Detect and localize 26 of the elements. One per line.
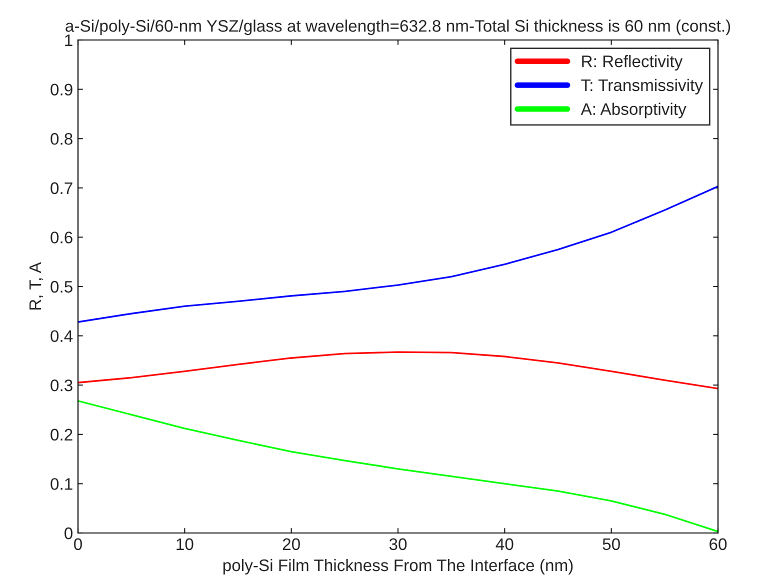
x-tick-label: 0 [74, 538, 82, 550]
y-tick-label: 0.6 [50, 232, 72, 244]
y-axis-title: R, T, A [29, 262, 44, 310]
line-series [78, 351, 718, 390]
x-tick-label: 40 [496, 538, 514, 550]
x-tick-label: 10 [176, 538, 194, 550]
line-series [78, 186, 718, 323]
y-tick-label: 0.8 [50, 133, 72, 145]
y-tick-label: 0.7 [50, 182, 72, 194]
x-tick-label: 50 [602, 538, 620, 550]
y-tick-label: 0.5 [50, 280, 72, 293]
y-tick-label: 0.3 [50, 380, 72, 392]
x-axis-title: poly-Si Film Thickness From The Interface (nm) [223, 558, 573, 574]
legend-label: A: Absorptivity [580, 102, 686, 118]
y-tick-label: 0.2 [50, 428, 72, 441]
y-tick-label: 0.4 [50, 330, 73, 342]
y-tick-label: 0.9 [50, 84, 72, 96]
legend-label: T: Transmissivity [581, 78, 703, 94]
x-tick-label: 20 [282, 538, 300, 550]
y-tick-label: 0.1 [50, 478, 72, 490]
y-tick-label: 0 [64, 527, 72, 540]
y-tick-label: 1 [65, 34, 72, 46]
x-tick-label: 60 [710, 538, 727, 550]
chart-title: a-Si/poly-Si/60-nm YSZ/glass at wavelength=632.8 nm-Total Si thickness is 60 nm (const.) [66, 20, 730, 36]
legend-label: R: Reflectivity [582, 55, 683, 71]
x-tick-label: 30 [389, 538, 407, 550]
